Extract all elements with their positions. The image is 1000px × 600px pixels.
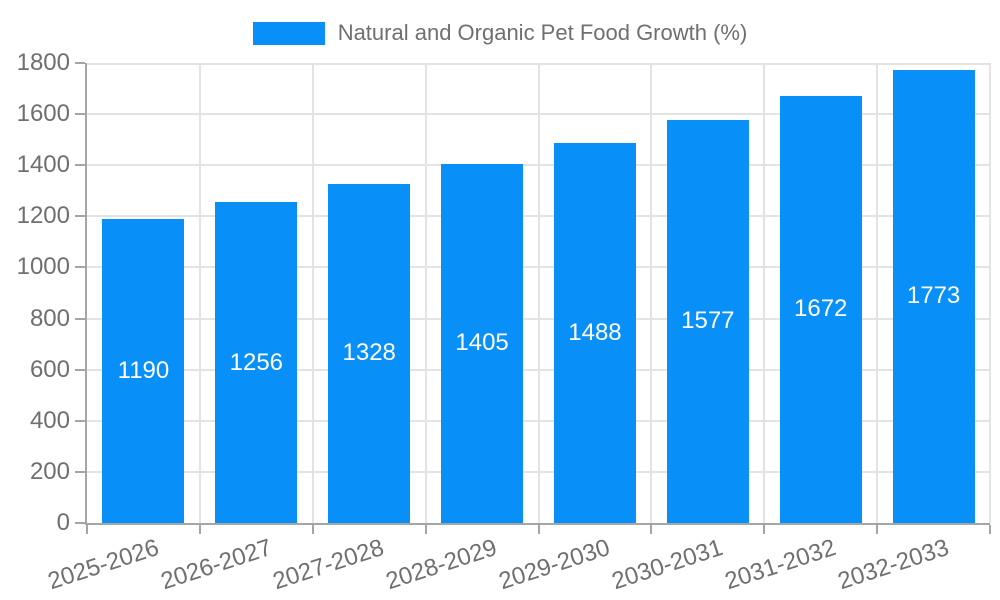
bar-value-label: 1488	[568, 318, 622, 346]
y-tick	[75, 62, 85, 64]
x-tick	[537, 525, 540, 534]
bar[interactable]: 1190	[102, 218, 185, 523]
bar[interactable]: 1488	[553, 142, 636, 523]
y-tick	[75, 266, 85, 269]
y-axis-tick-label: 1200	[16, 202, 70, 230]
bar-value-label: 1190	[117, 356, 170, 384]
y-tick	[75, 215, 85, 218]
bar[interactable]: 1405	[441, 163, 524, 523]
x-axis-tick-label: 2030-2031	[608, 534, 727, 596]
bar-value-label: 1672	[793, 295, 848, 323]
legend-color-swatch	[252, 21, 325, 45]
x-tick	[424, 525, 427, 534]
x-tick	[763, 525, 766, 534]
bar-value-label: 1328	[342, 339, 396, 367]
x-axis-tick-label: 2029-2030	[495, 534, 614, 596]
bar[interactable]: 1773	[892, 69, 975, 523]
x-axis-tick-label: 2031-2032	[721, 534, 840, 596]
x-tick	[650, 525, 653, 534]
bar[interactable]: 1672	[779, 95, 862, 523]
x-axis-tick-label: 2027-2028	[270, 534, 388, 596]
x-axis-tick-label: 2026-2027	[157, 534, 275, 596]
x-tick	[876, 525, 879, 534]
y-axis-tick-label: 800	[29, 304, 70, 332]
y-axis-tick-label: 1000	[16, 253, 70, 281]
y-tick	[75, 113, 85, 116]
y-tick	[75, 164, 85, 167]
y-axis-line	[85, 63, 87, 523]
y-tick	[75, 419, 85, 422]
x-axis-tick-label: 2025-2026	[44, 534, 162, 596]
bar-value-label: 1577	[681, 307, 735, 335]
bar[interactable]: 1328	[328, 183, 411, 523]
x-gridline	[876, 63, 879, 523]
bar[interactable]: 1256	[215, 202, 298, 523]
x-gridline	[311, 63, 314, 523]
y-axis-tick-label: 600	[29, 355, 70, 383]
y-tick	[75, 317, 85, 320]
y-axis-tick-label: 1600	[16, 100, 70, 128]
y-axis-tick-label: 1800	[16, 49, 70, 76]
y-axis-tick-label: 200	[29, 457, 70, 485]
x-gridline	[763, 63, 766, 523]
y-tick	[75, 470, 85, 473]
y-axis-tick-label: 400	[29, 406, 70, 434]
x-tick	[198, 525, 201, 534]
x-axis-tick-label: 2032-2033	[834, 534, 952, 596]
plot-area	[87, 63, 991, 523]
x-gridline	[424, 63, 427, 523]
y-tick	[75, 368, 85, 371]
bar[interactable]: 1577	[666, 119, 749, 523]
legend[interactable]: Natural and Organic Pet Food Growth (%)	[0, 20, 1000, 46]
bar-value-label: 1773	[906, 282, 961, 310]
y-axis-tick-label: 1400	[16, 151, 70, 179]
legend-label: Natural and Organic Pet Food Growth (%)	[337, 20, 748, 45]
x-gridline	[198, 63, 201, 523]
x-tick	[86, 525, 88, 534]
x-tick	[989, 525, 991, 534]
x-axis-tick-label: 2028-2029	[382, 534, 501, 596]
x-gridline	[537, 63, 540, 523]
x-axis-line	[85, 523, 990, 525]
x-gridline	[650, 63, 653, 523]
bar-value-label: 1405	[455, 329, 509, 357]
y-axis-tick-label: 0	[56, 509, 70, 536]
x-gridline	[989, 63, 991, 523]
y-tick	[75, 522, 85, 524]
bar-value-label: 1256	[229, 348, 284, 376]
x-tick	[311, 525, 314, 534]
